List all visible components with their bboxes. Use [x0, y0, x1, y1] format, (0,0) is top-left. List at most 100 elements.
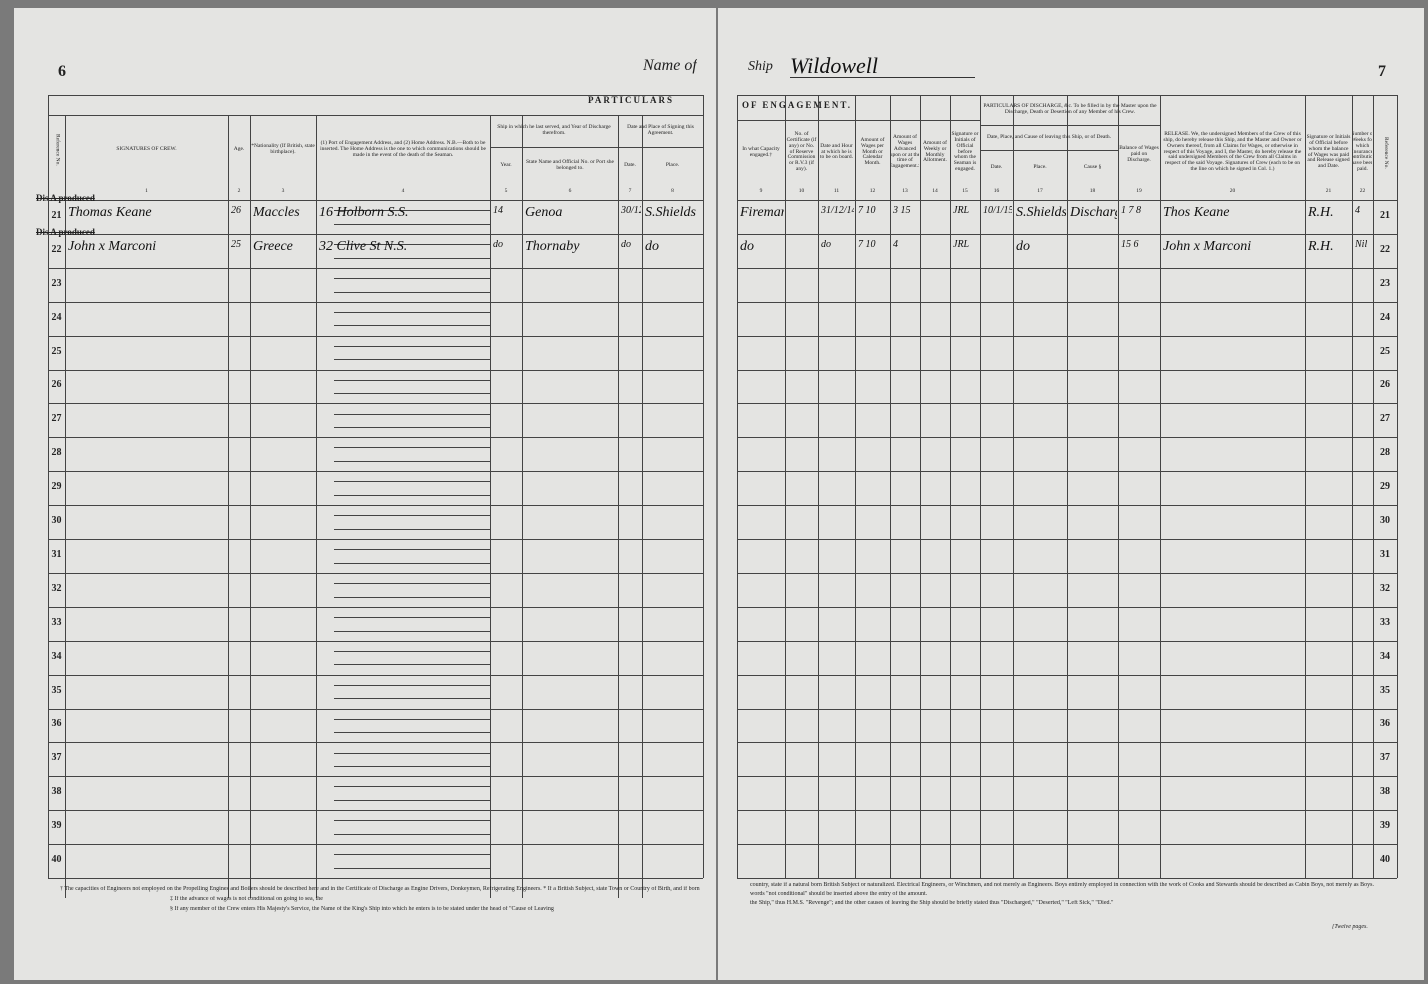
- ship-label: Ship: [748, 60, 773, 74]
- rule: [737, 335, 1397, 337]
- handwritten-entry: do: [645, 239, 659, 254]
- row-number: 31: [1380, 549, 1390, 560]
- rule: [65, 115, 66, 898]
- rule: [334, 277, 490, 279]
- handwritten-entry: 3 15: [893, 206, 911, 216]
- row-number: 31: [51, 549, 62, 560]
- rule: [334, 583, 490, 584]
- rule: [48, 369, 703, 371]
- column-header: Place.: [665, 162, 680, 169]
- handwritten-entry: 32 Clive St N.S.: [319, 239, 408, 254]
- row-number: 23: [51, 278, 62, 289]
- row-number: 35: [51, 685, 62, 696]
- rule: [1305, 95, 1306, 878]
- row-number: 34: [51, 651, 62, 662]
- rule: [1373, 95, 1374, 878]
- rule: [334, 650, 490, 652]
- rule: [48, 115, 703, 116]
- column-number: 12: [869, 188, 876, 195]
- footnote: words "not conditional" should be insert…: [750, 891, 928, 897]
- rule: [1397, 95, 1398, 878]
- rule: [334, 786, 490, 788]
- row-number: 39: [1380, 821, 1390, 832]
- column-header: In what Capacity engaged.†: [742, 145, 780, 158]
- row-number: 30: [51, 516, 62, 527]
- row-number: 21: [1380, 210, 1390, 221]
- rule: [48, 403, 703, 405]
- rule: [334, 752, 490, 754]
- handwritten-entry: Thos Keane: [1163, 206, 1230, 220]
- handwritten-entry: Thornaby: [525, 239, 580, 254]
- row-number: 29: [1380, 482, 1390, 493]
- handwritten-entry: 16 Holborn S.S.: [319, 206, 409, 220]
- column-header: Year.: [500, 162, 512, 169]
- rule: [737, 95, 738, 878]
- row-number: 36: [51, 719, 62, 730]
- row-number: 37: [1380, 753, 1390, 764]
- handwritten-entry: Genoa: [525, 206, 563, 220]
- column-header: Date and Hour at which he is to be on bo…: [820, 142, 853, 161]
- row-number: 34: [1380, 651, 1390, 662]
- footnote: ‡ If the advance of wages is not conditi…: [170, 896, 323, 902]
- column-header: Amount of Wages per Month or Calendar Mo…: [860, 137, 885, 167]
- rule: [334, 257, 490, 259]
- rule: [334, 833, 490, 835]
- rule: [334, 549, 490, 550]
- rule: [737, 810, 1397, 812]
- group-header: Date, Place, and Cause of leaving this S…: [986, 133, 1112, 140]
- rule: [334, 311, 490, 313]
- rule: [48, 674, 703, 676]
- rule: [980, 125, 1160, 126]
- banner: PARTICULARS: [588, 96, 675, 105]
- column-header: Cause §: [1083, 163, 1102, 170]
- column-header: Signature or Initials of Official before…: [1306, 134, 1351, 170]
- column-header: Amount of Wages Advanced upon or at the …: [891, 134, 919, 170]
- row-number: 27: [51, 414, 62, 425]
- column-number: 15: [962, 188, 968, 195]
- row-number: 23: [1380, 278, 1390, 289]
- column-header: *Nationality (If British, state birthpla…: [251, 143, 315, 155]
- rule: [737, 539, 1397, 540]
- column-header: Reference No.: [1382, 136, 1389, 169]
- rule: [920, 95, 921, 878]
- handwritten-entry: do: [1016, 239, 1030, 254]
- footnote: the Ship," thus H.M.S. "Revenge"; and th…: [750, 900, 1114, 906]
- rule: [334, 732, 490, 733]
- rule: [334, 461, 490, 462]
- column-header: Balance of Wages paid on Discharge.: [1119, 145, 1159, 163]
- rule: [737, 267, 1397, 269]
- row-number: 24: [1380, 312, 1390, 323]
- handwritten-entry: do: [621, 239, 631, 250]
- column-number: 14: [932, 188, 938, 195]
- rule: [1013, 95, 1014, 878]
- rule: [48, 301, 703, 303]
- row-number: 40: [1380, 855, 1390, 866]
- rule: [334, 393, 490, 394]
- column-number: 21: [1325, 188, 1332, 195]
- handwritten-entry: 4: [893, 239, 898, 250]
- column-number: 13: [902, 188, 908, 195]
- column-header: State Name and Official No. or Port she …: [526, 159, 614, 171]
- row-number: 37: [51, 753, 62, 764]
- rule: [737, 572, 1397, 574]
- rule: [334, 210, 490, 211]
- rule: [855, 95, 856, 878]
- rule: [334, 494, 490, 496]
- column-number: 5: [504, 188, 508, 195]
- rule: [737, 471, 1397, 473]
- rule: [334, 596, 490, 598]
- handwritten-entry: 4: [1355, 206, 1360, 216]
- column-number: 10: [798, 188, 805, 195]
- column-number: 1: [145, 188, 148, 195]
- rule: [737, 640, 1397, 642]
- rule: [1352, 95, 1353, 878]
- row-number: 36: [1380, 719, 1390, 730]
- row-number: 28: [51, 448, 62, 459]
- rule: [334, 447, 490, 449]
- handwritten-entry: John x Marconi: [68, 239, 157, 254]
- row-number: 27: [1380, 414, 1390, 425]
- column-header: Place.: [1033, 163, 1047, 170]
- column-header: Number of Weeks for which Insurance Cont…: [1353, 131, 1372, 172]
- column-number: 20: [1229, 188, 1236, 195]
- rule: [980, 150, 1118, 151]
